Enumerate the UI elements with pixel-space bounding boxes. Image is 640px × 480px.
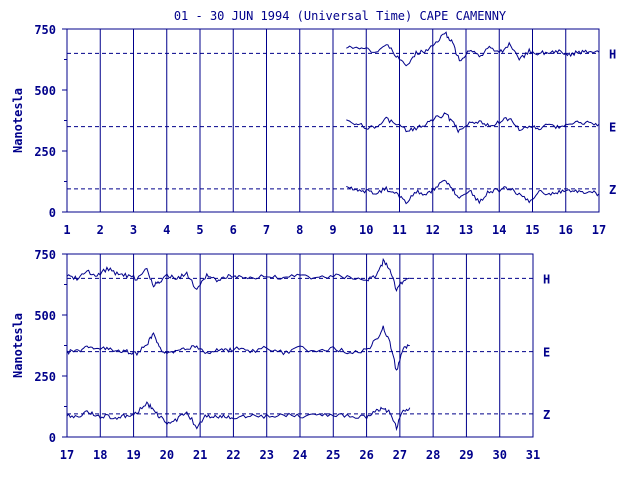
component-label-h: H [609, 47, 616, 61]
y-tick-label: 500 [34, 84, 56, 98]
x-tick-label: 30 [492, 448, 506, 462]
x-tick-label: 5 [196, 223, 203, 237]
x-tick-label: 25 [326, 448, 340, 462]
component-label-e: E [543, 346, 550, 360]
x-tick-label: 17 [60, 448, 74, 462]
series-line-h [346, 31, 600, 67]
x-tick-label: 29 [459, 448, 473, 462]
y-tick-label: 500 [34, 309, 56, 323]
series-line-e [346, 112, 600, 134]
y-axis-label: Nanotesla [11, 313, 25, 378]
y-tick-label: 0 [49, 206, 56, 220]
chart-title: 01 - 30 JUN 1994 (Universal Time) CAPE C… [174, 9, 507, 23]
y-tick-label: 750 [34, 23, 56, 37]
series-line-h [66, 257, 410, 293]
x-tick-label: 19 [126, 448, 140, 462]
x-tick-label: 9 [329, 223, 336, 237]
component-label-z: Z [609, 183, 616, 197]
component-label-e: E [609, 121, 616, 135]
x-tick-label: 13 [459, 223, 473, 237]
x-tick-label: 10 [359, 223, 373, 237]
x-tick-label: 4 [163, 223, 170, 237]
x-tick-label: 28 [426, 448, 440, 462]
y-axis-label: Nanotesla [11, 88, 25, 153]
y-tick-label: 250 [34, 145, 56, 159]
x-tick-label: 22 [226, 448, 240, 462]
x-tick-label: 18 [93, 448, 107, 462]
series-line-e [66, 325, 410, 371]
x-tick-label: 17 [592, 223, 606, 237]
x-tick-label: 27 [393, 448, 407, 462]
x-tick-label: 20 [160, 448, 174, 462]
y-tick-label: 750 [34, 248, 56, 262]
series-line-z [66, 401, 411, 432]
y-tick-label: 250 [34, 370, 56, 384]
component-label-h: H [543, 272, 550, 286]
x-tick-label: 1 [63, 223, 70, 237]
x-tick-label: 6 [230, 223, 237, 237]
x-tick-label: 11 [392, 223, 406, 237]
x-tick-label: 14 [492, 223, 506, 237]
x-tick-label: 12 [426, 223, 440, 237]
x-tick-label: 31 [526, 448, 540, 462]
panel-bottom: 17 18 19 20 21 22 23 24 25 26 27 28 29 30 31 0 250 500 750… [11, 248, 550, 462]
component-label-z: Z [543, 408, 550, 422]
x-tick-label: 23 [259, 448, 273, 462]
x-tick-label: 21 [193, 448, 207, 462]
x-tick-label: 8 [296, 223, 303, 237]
y-tick-label: 0 [49, 431, 56, 445]
x-tick-label: 26 [359, 448, 373, 462]
x-tick-label: 2 [97, 223, 104, 237]
x-tick-label: 15 [525, 223, 539, 237]
panel-top: 1 2 3 4 5 6 7 8 9 10 11 12 13 14 15 16 170250500750Nanot… [11, 23, 616, 237]
series-line-z [346, 179, 600, 205]
x-tick-label: 16 [559, 223, 573, 237]
x-tick-label: 3 [130, 223, 137, 237]
x-tick-label: 24 [293, 448, 307, 462]
x-tick-label: 7 [263, 223, 270, 237]
